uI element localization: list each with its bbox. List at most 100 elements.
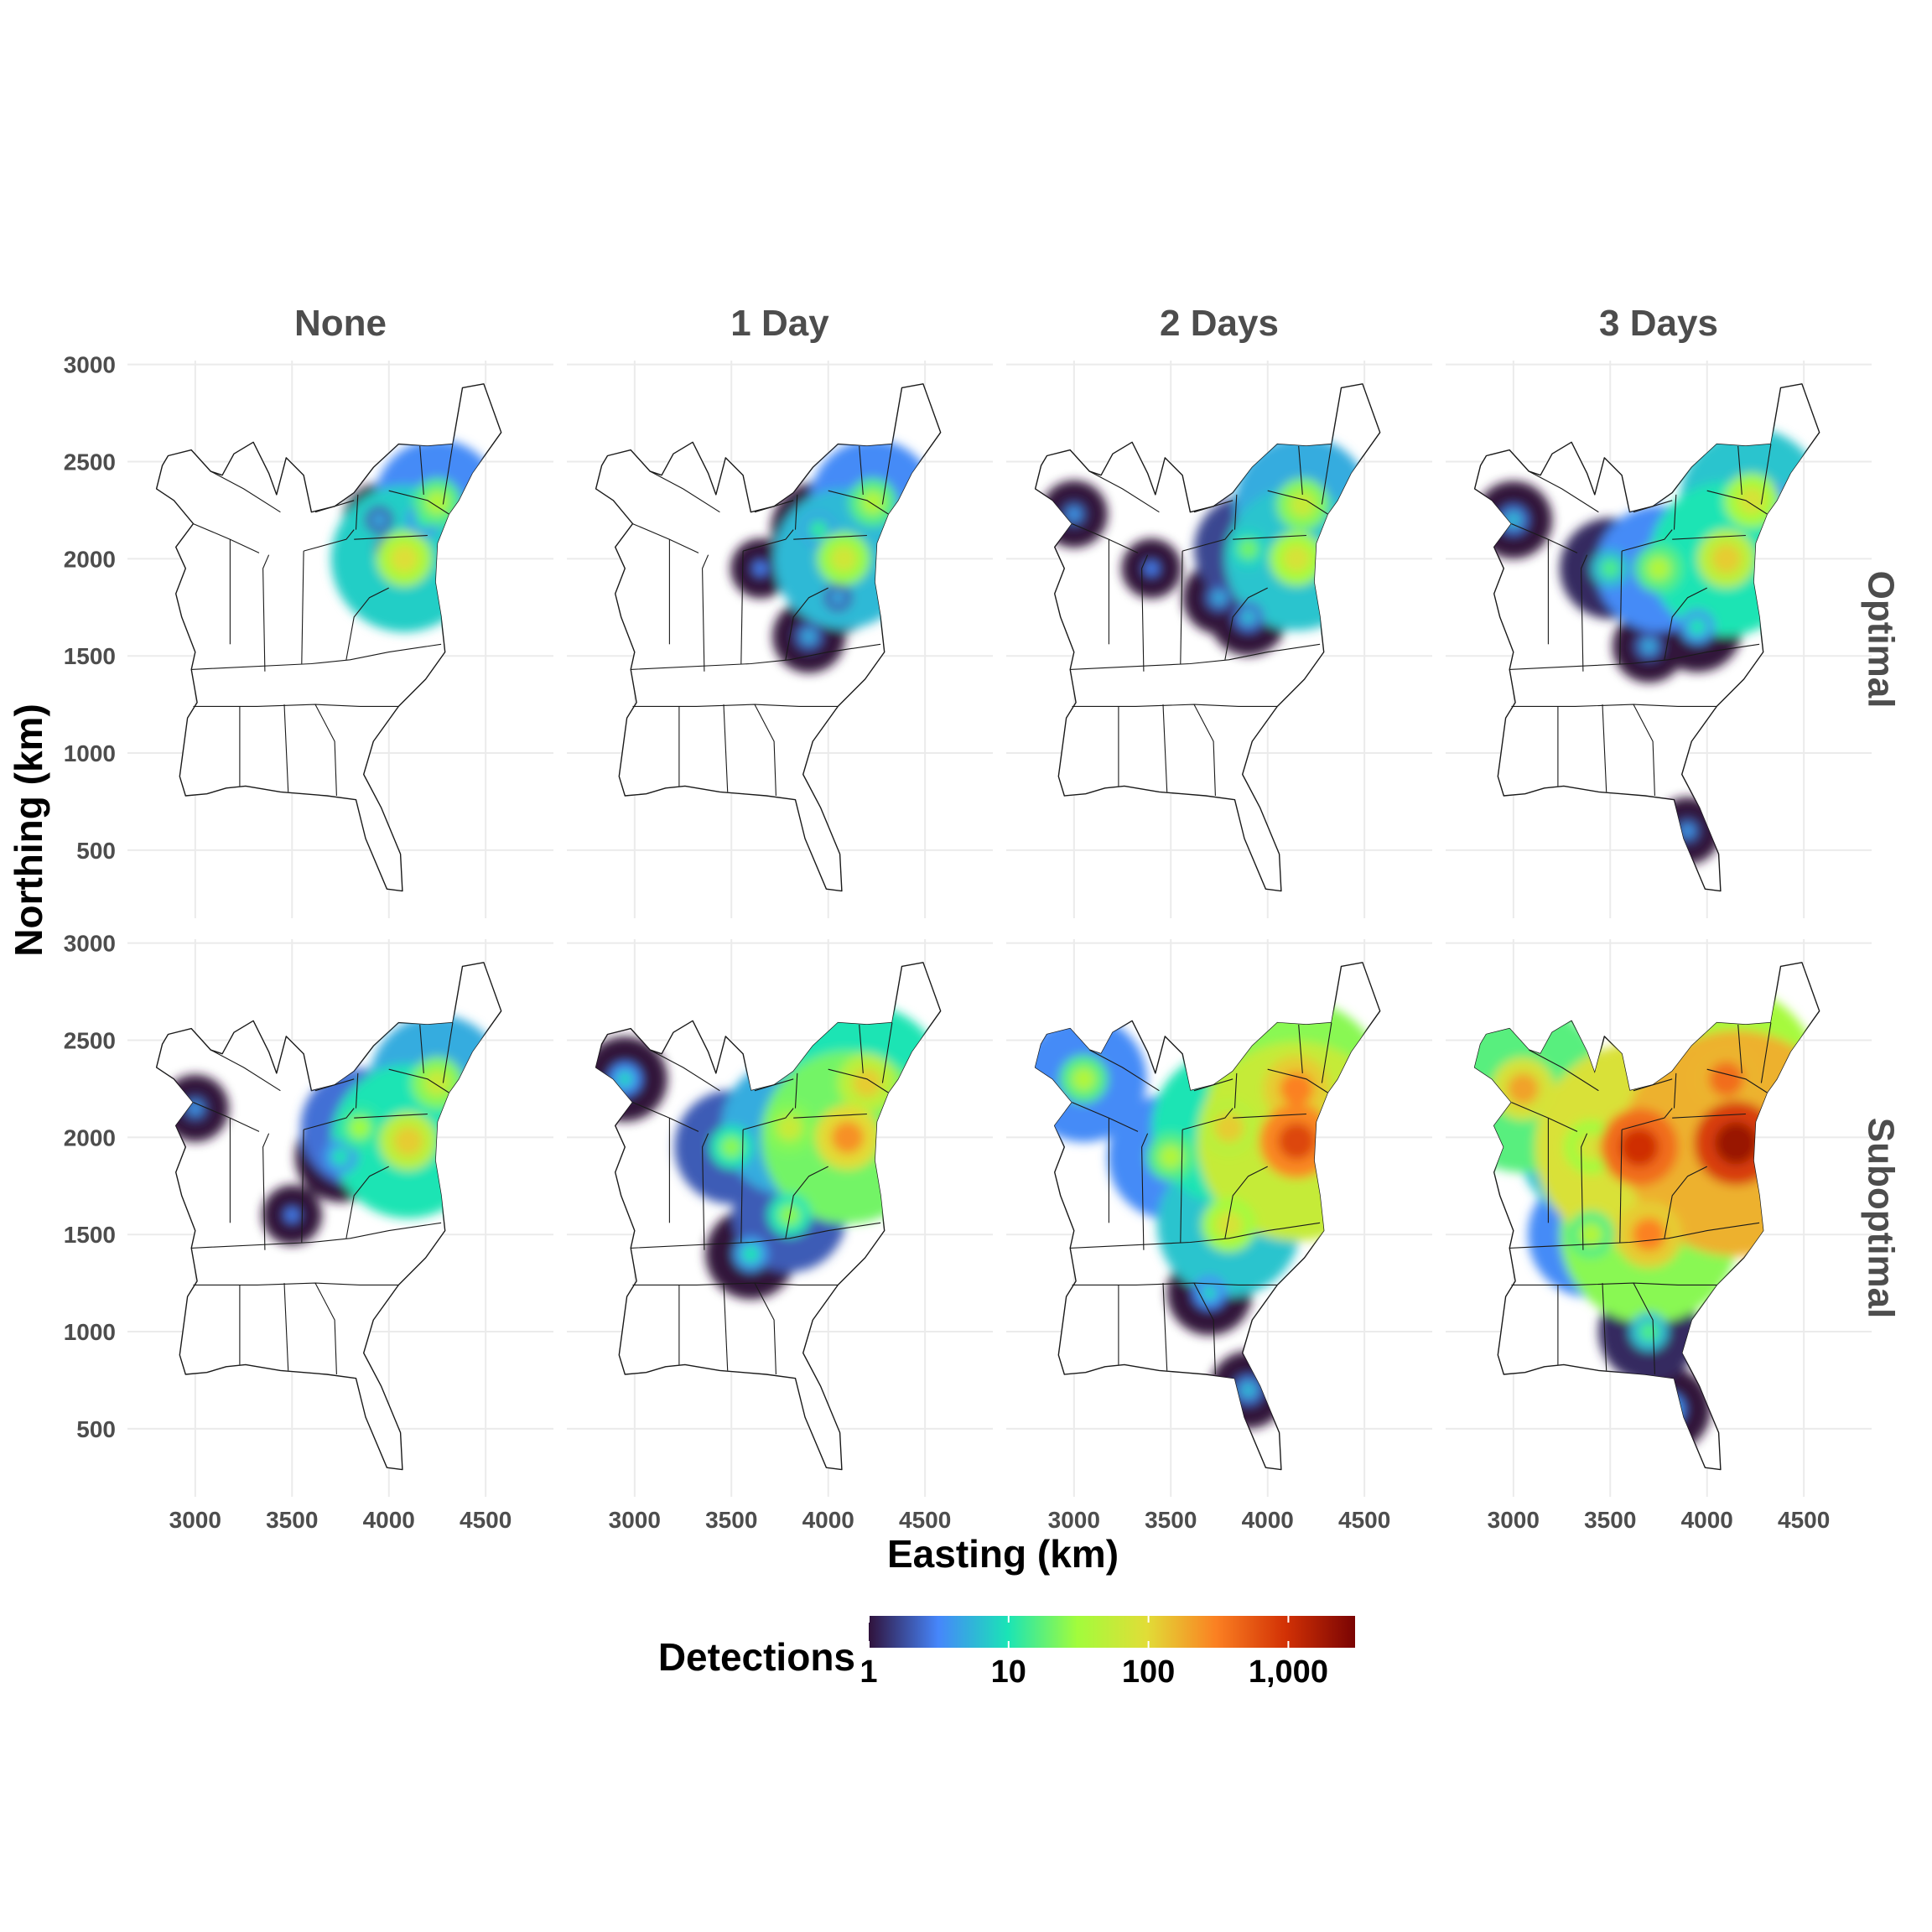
y-tick-label: 2000 [64, 1124, 116, 1150]
state-boundary [1664, 587, 1707, 660]
facet-column-label-3-days: 3 Days [1599, 303, 1718, 344]
state-boundary [303, 1108, 355, 1130]
panel-3-days-optimal [1446, 361, 1872, 918]
state-boundary [742, 1108, 794, 1130]
state-boundary [1162, 704, 1168, 792]
y-tick-label: 2500 [64, 449, 116, 475]
x-tick-label: 4000 [1242, 1507, 1294, 1533]
heat-blur-group [1474, 428, 1820, 865]
facet-row-label-suboptimal: Suboptimal [1860, 1118, 1901, 1319]
state-boundary [754, 500, 794, 513]
hotspot-mark [1280, 1072, 1314, 1106]
state-boundary [785, 1166, 828, 1239]
legend-title: Detections [658, 1635, 855, 1679]
state-boundary [1602, 704, 1607, 792]
state-boundary [1760, 1022, 1772, 1083]
heat-layer [1474, 986, 1820, 1452]
state-boundary [314, 704, 337, 797]
hotspot-mark [1659, 1400, 1677, 1418]
state-boundary [723, 1283, 729, 1371]
hotspot-mark [1289, 491, 1316, 517]
hotspot-mark [425, 490, 449, 515]
state-boundary [881, 444, 893, 505]
state-boundary [723, 704, 729, 792]
x-tick-label: 3000 [169, 1507, 221, 1533]
legend-tick-label: 1 [860, 1654, 877, 1690]
state-boundary [1619, 1130, 1623, 1243]
state-boundary [1664, 1166, 1707, 1239]
state-boundary [1180, 551, 1183, 664]
y-tick-label: 3000 [64, 352, 116, 378]
state-boundary [631, 1222, 881, 1249]
state-boundary [1224, 1166, 1268, 1239]
state-boundary [301, 1130, 304, 1243]
hotspot-mark [753, 561, 767, 575]
state-boundary [1141, 554, 1149, 672]
state-boundary [754, 1282, 776, 1375]
hotspot-mark [1067, 507, 1081, 522]
state-boundary [1581, 554, 1588, 672]
state-boundary [1602, 1283, 1607, 1371]
x-tick-label: 4500 [1338, 1507, 1390, 1533]
state-boundary [794, 1072, 798, 1109]
state-boundary [210, 470, 281, 513]
state-boundary [702, 554, 709, 672]
hotspot-mark [1507, 1072, 1540, 1105]
state-boundary [1509, 1222, 1760, 1249]
legend-colorbar [869, 1616, 1355, 1648]
hotspot-mark [1214, 1113, 1244, 1143]
y-tick-label: 2000 [64, 546, 116, 572]
hotspot-mark [1737, 486, 1766, 515]
hotspot-mark [741, 1244, 760, 1263]
x-tick-label: 3500 [1584, 1507, 1636, 1533]
state-boundary [1529, 470, 1599, 513]
y-tick-label: 1500 [64, 1222, 116, 1248]
y-tick-label: 1500 [64, 643, 116, 669]
y-tick-label: 3000 [64, 931, 116, 957]
state-boundary [859, 1024, 864, 1073]
state-boundary [740, 551, 744, 664]
x-tick-label: 4000 [1681, 1507, 1733, 1533]
state-boundary [283, 704, 289, 792]
x-tick-label: 3500 [1145, 1507, 1197, 1533]
x-tick-label: 3000 [609, 1507, 661, 1533]
state-boundary [859, 445, 864, 495]
state-boundary [1298, 445, 1303, 495]
y-tick-label: 1000 [64, 740, 116, 766]
state-boundary [1193, 1078, 1233, 1092]
state-boundary [1619, 551, 1623, 664]
state-boundary [1162, 1283, 1168, 1371]
state-boundary [1760, 444, 1772, 505]
state-boundary [1321, 444, 1332, 505]
hotspot-mark [1240, 1382, 1256, 1398]
x-tick-label: 3500 [705, 1507, 757, 1533]
state-boundary [1581, 1133, 1588, 1250]
state-boundary [345, 587, 389, 660]
hotspot-mark [1646, 556, 1671, 581]
legend-tick-label: 1,000 [1249, 1654, 1328, 1690]
state-boundary [283, 1283, 289, 1371]
state-boundary [1193, 1282, 1216, 1375]
state-boundary [354, 1113, 428, 1119]
state-boundary [1298, 1024, 1303, 1073]
state-boundary [631, 643, 881, 670]
state-boundary [1070, 1222, 1321, 1249]
state-boundary [314, 500, 355, 513]
state-boundary [1193, 500, 1233, 513]
state-boundary [1224, 587, 1268, 660]
hotspot-mark [720, 1135, 743, 1158]
hotspot-mark [802, 629, 817, 644]
panel-none-optimal [127, 361, 553, 918]
state-boundary [442, 444, 454, 505]
state-boundary [314, 1282, 337, 1375]
state-boundary [650, 1049, 720, 1092]
hotspot-mark [860, 490, 886, 515]
hotspot-mark [1238, 538, 1259, 560]
state-boundary [1509, 643, 1760, 670]
state-boundary [742, 529, 794, 552]
panel-1-day-optimal [567, 361, 993, 918]
state-boundary [793, 1113, 867, 1119]
state-boundary [345, 1166, 389, 1239]
state-boundary [794, 494, 798, 530]
panels-layer [127, 361, 1872, 1497]
